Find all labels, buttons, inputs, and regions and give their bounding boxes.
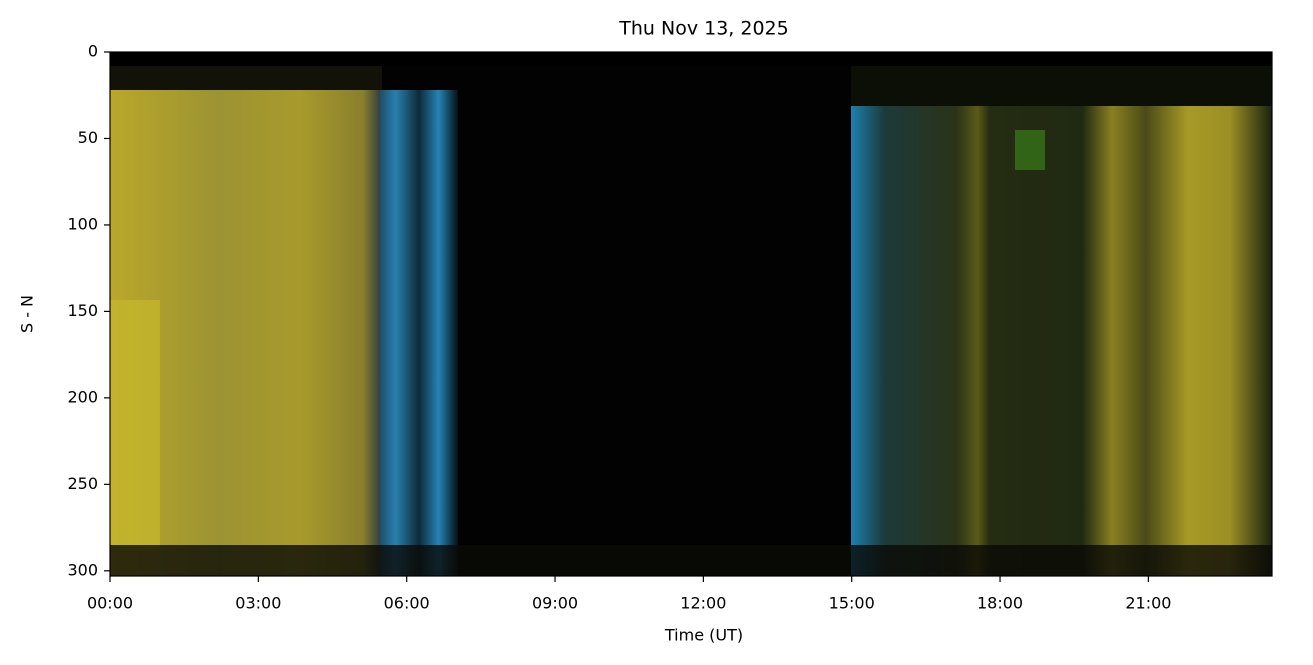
y-tick-label: 100 bbox=[67, 214, 98, 233]
x-axis-label: Time (UT) bbox=[664, 626, 743, 645]
y-tick-label: 300 bbox=[67, 560, 98, 579]
x-tick-label: 06:00 bbox=[384, 594, 430, 613]
x-tick-label: 21:00 bbox=[1125, 594, 1171, 613]
y-tick-label: 150 bbox=[67, 301, 98, 320]
y-axis-label: S - N bbox=[18, 295, 37, 333]
x-tick-label: 15:00 bbox=[829, 594, 875, 613]
chart-title: Thu Nov 13, 2025 bbox=[618, 18, 788, 40]
keogram-image bbox=[110, 52, 1272, 576]
x-tick-label: 18:00 bbox=[977, 594, 1023, 613]
x-tick-label: 12:00 bbox=[680, 594, 726, 613]
x-tick-label: 09:00 bbox=[532, 594, 578, 613]
y-tick-label: 250 bbox=[67, 474, 98, 493]
y-tick-label: 0 bbox=[88, 42, 98, 61]
y-tick-label: 50 bbox=[78, 128, 98, 147]
x-tick-label: 03:00 bbox=[235, 594, 281, 613]
y-tick-label: 200 bbox=[67, 387, 98, 406]
plot-frame bbox=[109, 51, 1273, 577]
x-tick-label: 00:00 bbox=[87, 594, 133, 613]
